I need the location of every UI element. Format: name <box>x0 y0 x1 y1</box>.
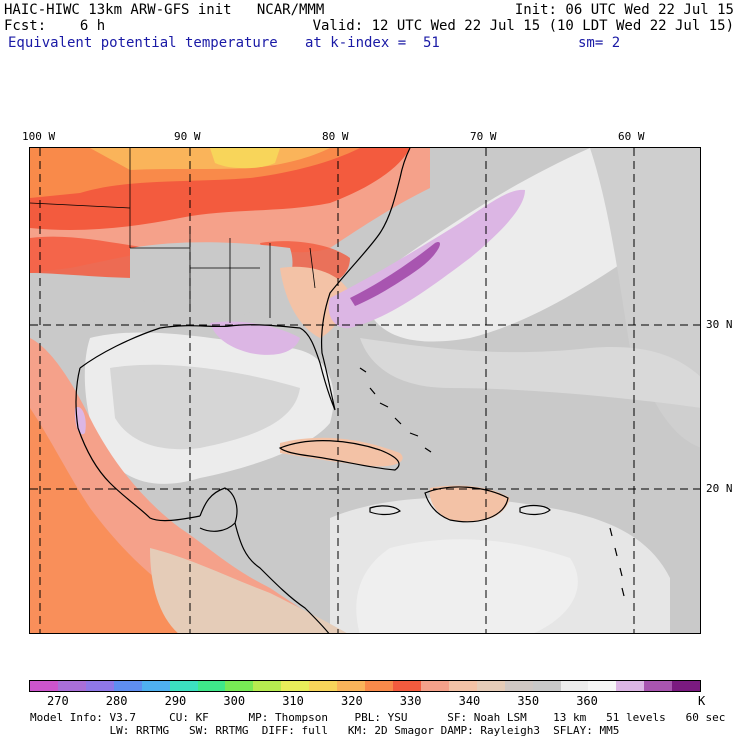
plot-title: HAIC-HIWC 13km ARW-GFS init NCAR/MMM <box>4 2 325 18</box>
lon-label-80w: 80 W <box>322 130 349 143</box>
colorbar-tick-label: 290 <box>164 694 187 708</box>
model-info-line2: LW: RRTMG SW: RRTMG DIFF: full KM: 2D Sm… <box>30 724 620 737</box>
colorbar-swatch <box>85 681 114 691</box>
colorbar-tick-label: 350 <box>517 694 540 708</box>
lon-label-60w: 60 W <box>618 130 645 143</box>
model-info-line1: Model Info: V3.7 CU: KF MP: Thompson PBL… <box>30 711 726 724</box>
colorbar-swatch <box>225 681 254 691</box>
forecast-hour: Fcst: 6 h <box>4 18 106 34</box>
colorbar-tick-label: 310 <box>282 694 304 708</box>
field-name: Equivalent potential temperature <box>8 35 278 51</box>
colorbar-swatch <box>420 681 449 691</box>
lon-label-70w: 70 W <box>470 130 497 143</box>
colorbar-tick-label: 320 <box>341 694 363 708</box>
colorbar-swatch <box>365 681 393 691</box>
colorbar-swatch <box>141 681 170 691</box>
theta-e-field <box>30 148 700 633</box>
colorbar-swatch <box>476 681 505 691</box>
colorbar-swatch <box>169 681 198 691</box>
colorbar-swatch <box>281 681 310 691</box>
lat-label-20n: 20 N <box>706 482 733 495</box>
colorbar-unit: K <box>698 694 706 708</box>
colorbar-tick-label: 330 <box>399 694 422 708</box>
colorbar-swatch <box>337 681 366 691</box>
level-index: at k-index = 51 <box>305 35 440 51</box>
colorbar-swatch <box>588 681 617 691</box>
colorbar-swatch <box>448 681 477 691</box>
colorbar-swatch <box>644 681 673 691</box>
valid-time: Valid: 12 UTC Wed 22 Jul 15 (10 LDT Wed … <box>312 18 734 34</box>
colorbar-tick-label: 360 <box>576 694 598 708</box>
colorbar-tick-label: 280 <box>105 694 128 708</box>
colorbar-swatch <box>57 681 86 691</box>
smoothing: sm= 2 <box>578 35 621 51</box>
colorbar <box>29 680 701 692</box>
cuba-field <box>280 437 403 467</box>
map-panel <box>29 147 701 634</box>
colorbar-swatch <box>504 681 533 691</box>
init-time: Init: 06 UTC Wed 22 Jul 15 <box>514 2 734 18</box>
colorbar-tick-label: 270 <box>47 694 69 708</box>
colorbar-swatch <box>532 681 561 691</box>
colorbar-swatch <box>616 681 645 691</box>
coastlines <box>30 148 625 633</box>
colorbar-swatch <box>309 681 338 691</box>
colorbar-tick-label: 340 <box>458 694 481 708</box>
colorbar-swatch <box>197 681 226 691</box>
colorbar-swatch <box>672 681 701 691</box>
lon-label-90w: 90 W <box>174 130 201 143</box>
colorbar-swatch <box>113 681 142 691</box>
lat-label-30n: 30 N <box>706 318 733 331</box>
colorbar-swatch <box>253 681 282 691</box>
colorbar-swatch <box>560 681 589 691</box>
colorbar-tick-label: 300 <box>223 694 246 708</box>
lon-label-100w: 100 W <box>22 130 56 143</box>
colorbar-swatch <box>392 681 421 691</box>
colorbar-swatch <box>30 681 58 691</box>
